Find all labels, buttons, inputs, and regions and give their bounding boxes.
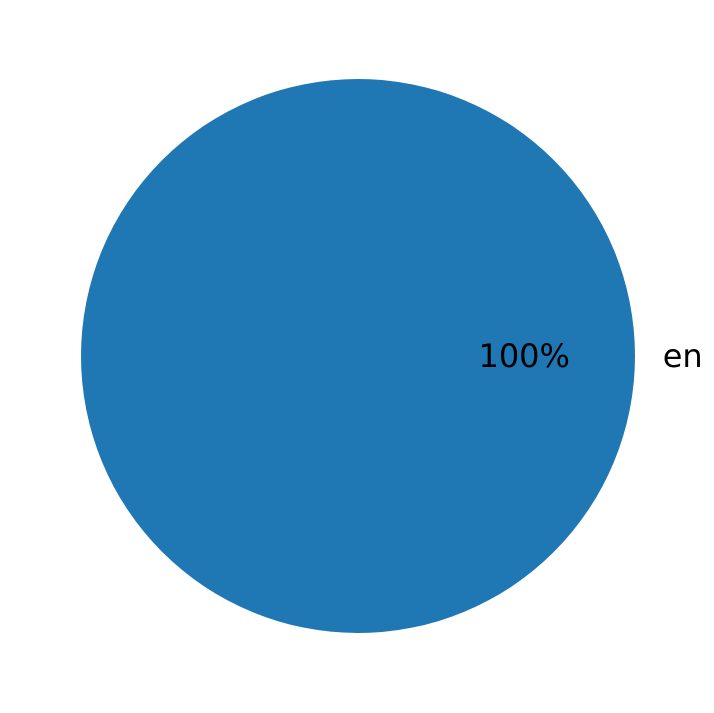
slice-label: en: [663, 337, 703, 375]
slice-percent-label: 100%: [478, 337, 569, 375]
pie-slice-en: [81, 79, 635, 633]
